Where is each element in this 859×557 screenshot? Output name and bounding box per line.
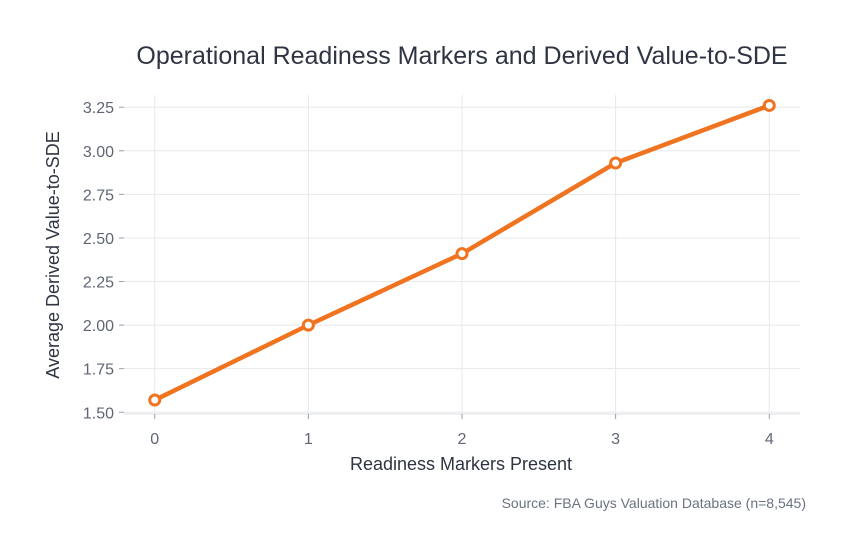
y-tick-label: 1.75 (83, 362, 114, 379)
y-tick-label: 1.50 (83, 405, 114, 422)
data-point (301, 318, 315, 332)
y-tick-label: 3.00 (83, 144, 114, 161)
x-axis-title: Readiness Markers Present (350, 454, 572, 474)
data-point (609, 156, 623, 170)
y-axis-ticks: 1.50 1.75 2.00 2.25 2.50 2.75 3.00 3.25 (83, 100, 124, 422)
data-point (455, 247, 469, 261)
x-tick-label: 3 (611, 431, 620, 448)
data-points (148, 98, 776, 407)
data-point (762, 98, 776, 112)
x-tick-label: 0 (150, 431, 159, 448)
x-tick-label: 2 (458, 431, 467, 448)
y-axis-title: Average Derived Value-to-SDE (43, 131, 63, 378)
x-axis-ticks: 0 1 2 3 4 (150, 414, 774, 448)
source-note: Source: FBA Guys Valuation Database (n=8… (502, 495, 806, 511)
y-tick-label: 2.25 (83, 275, 114, 292)
data-point (148, 393, 162, 407)
y-tick-label: 2.00 (83, 318, 114, 335)
x-tick-label: 4 (765, 431, 774, 448)
y-tick-label: 3.25 (83, 100, 114, 117)
grid-lines (124, 95, 800, 414)
y-tick-label: 2.75 (83, 187, 114, 204)
chart-title: Operational Readiness Markers and Derive… (136, 42, 787, 70)
x-tick-label: 1 (304, 431, 313, 448)
y-tick-label: 2.50 (83, 231, 114, 248)
